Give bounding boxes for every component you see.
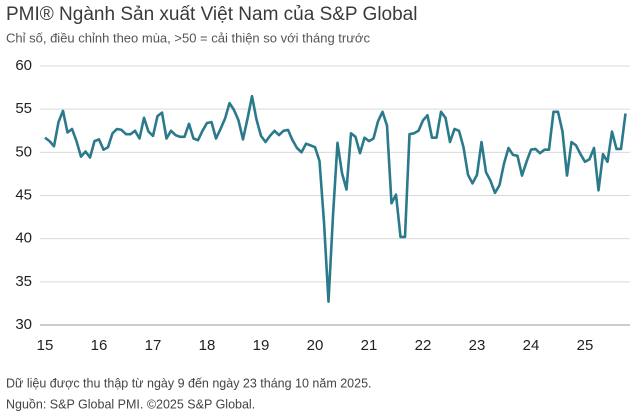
x-tick-label: 19 [253, 337, 270, 354]
y-tick-label: 35 [15, 273, 32, 290]
x-tick-label: 20 [307, 337, 324, 354]
data-line [44, 94, 627, 303]
note: Dữ liệu được thu thập từ ngày 9 đến ngày… [6, 376, 372, 390]
y-tick-label: 30 [15, 316, 32, 333]
chart-subtitle: Chỉ số, điều chỉnh theo mùa, >50 = cải t… [6, 30, 370, 45]
x-tick-label: 24 [523, 337, 540, 354]
note: Nguồn: S&P Global PMI. ©2025 S&P Global. [6, 397, 255, 411]
x-tick-label: 22 [415, 337, 432, 354]
x-tick-label: 25 [577, 337, 594, 354]
x-tick-label: 17 [145, 337, 162, 354]
x-tick-label: 23 [469, 337, 486, 354]
x-tick-label: 15 [37, 337, 54, 354]
x-tick-label: 21 [361, 337, 378, 354]
y-tick-label: 60 [15, 57, 32, 74]
y-tick-label: 40 [15, 230, 32, 247]
chart-title: PMI® Ngành Sản xuất Việt Nam của S&P Glo… [6, 4, 417, 25]
y-tick-label: 50 [15, 143, 32, 160]
x-tick-label: 18 [199, 337, 216, 354]
x-tick-label: 16 [91, 337, 108, 354]
y-tick-label: 55 [15, 100, 32, 117]
y-tick-label: 45 [15, 186, 32, 203]
